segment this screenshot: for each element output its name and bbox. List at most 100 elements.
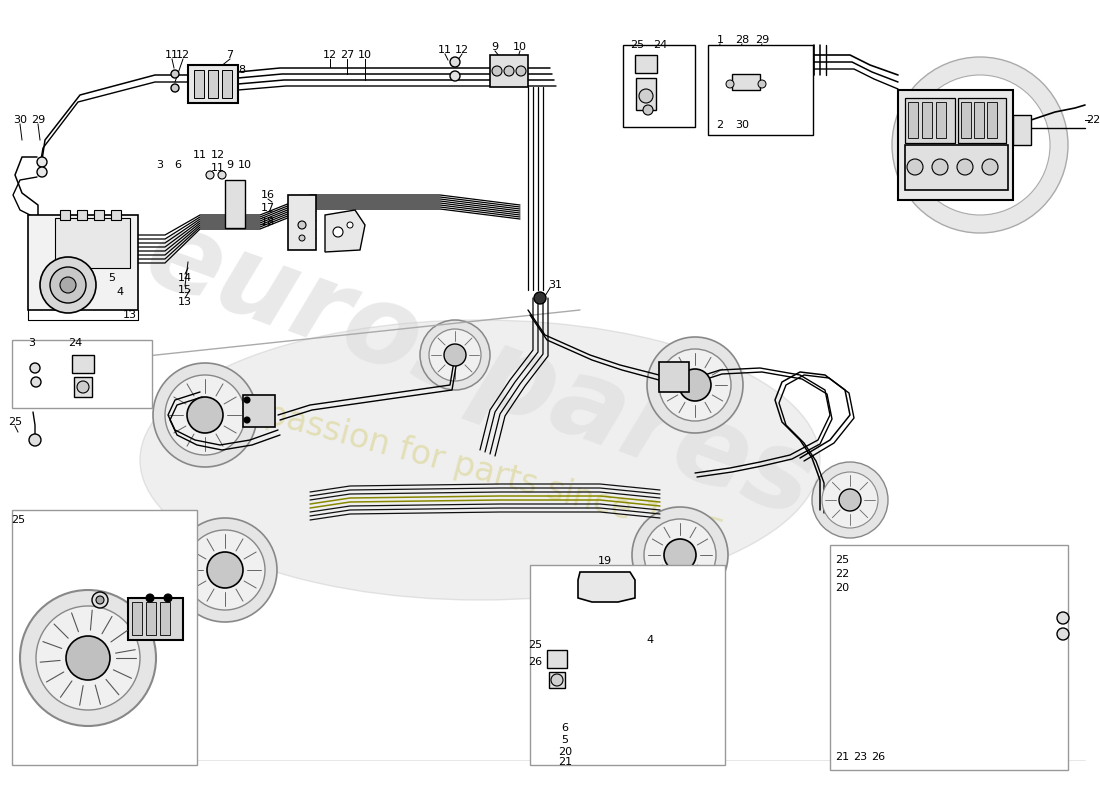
- Bar: [128, 598, 183, 640]
- Text: 6: 6: [175, 160, 182, 170]
- Circle shape: [420, 320, 490, 390]
- Text: 11: 11: [211, 163, 226, 173]
- Circle shape: [450, 71, 460, 81]
- Text: 10: 10: [513, 42, 527, 52]
- Circle shape: [29, 434, 41, 446]
- Text: 25: 25: [8, 417, 22, 427]
- Bar: [28, 215, 138, 310]
- Circle shape: [165, 375, 245, 455]
- Bar: [708, 45, 813, 135]
- Bar: [226, 180, 245, 228]
- Bar: [146, 602, 156, 635]
- Bar: [732, 74, 760, 90]
- Circle shape: [218, 171, 226, 179]
- Bar: [958, 98, 1007, 143]
- Bar: [922, 102, 932, 138]
- Text: 29: 29: [31, 115, 45, 125]
- Circle shape: [153, 363, 257, 467]
- Text: 25: 25: [528, 640, 542, 650]
- Circle shape: [173, 518, 277, 622]
- Circle shape: [450, 57, 460, 67]
- Bar: [132, 602, 142, 635]
- Text: 2: 2: [716, 120, 724, 130]
- Ellipse shape: [140, 320, 820, 600]
- Circle shape: [679, 369, 711, 401]
- Circle shape: [444, 344, 466, 366]
- Text: 21: 21: [835, 752, 849, 762]
- Bar: [222, 70, 232, 98]
- Text: 10: 10: [238, 160, 252, 170]
- Text: 9: 9: [492, 42, 498, 52]
- Circle shape: [659, 349, 732, 421]
- Bar: [94, 210, 104, 220]
- Circle shape: [551, 674, 563, 686]
- Bar: [490, 55, 528, 87]
- Text: 12: 12: [323, 50, 337, 60]
- Circle shape: [299, 235, 305, 241]
- Circle shape: [910, 75, 1050, 215]
- Text: 28: 28: [735, 35, 749, 45]
- Text: 5: 5: [561, 735, 569, 745]
- Bar: [908, 102, 918, 138]
- Text: 12: 12: [455, 45, 469, 55]
- Circle shape: [36, 606, 140, 710]
- Bar: [636, 78, 656, 110]
- Circle shape: [346, 222, 353, 228]
- Text: 22: 22: [835, 569, 849, 579]
- Bar: [905, 145, 1008, 190]
- Text: 25: 25: [11, 515, 25, 525]
- Circle shape: [37, 167, 47, 177]
- Bar: [987, 102, 997, 138]
- Bar: [60, 210, 70, 220]
- Circle shape: [664, 539, 696, 571]
- Circle shape: [37, 157, 47, 167]
- Text: eurospares: eurospares: [132, 199, 828, 541]
- Text: 10: 10: [358, 50, 372, 60]
- Text: 3: 3: [156, 160, 164, 170]
- Bar: [547, 650, 567, 668]
- Text: 4: 4: [117, 287, 123, 297]
- Bar: [1013, 115, 1031, 145]
- Text: 30: 30: [13, 115, 28, 125]
- Circle shape: [644, 519, 716, 591]
- Circle shape: [96, 596, 104, 604]
- Circle shape: [957, 159, 974, 175]
- Circle shape: [932, 159, 948, 175]
- Text: 19: 19: [598, 556, 612, 566]
- Text: 3: 3: [29, 338, 35, 348]
- Circle shape: [1057, 612, 1069, 624]
- Bar: [12, 510, 197, 765]
- Text: 9: 9: [227, 160, 233, 170]
- Circle shape: [40, 257, 96, 313]
- Circle shape: [50, 267, 86, 303]
- Bar: [898, 90, 1013, 200]
- Bar: [936, 102, 946, 138]
- Text: 5: 5: [109, 273, 116, 283]
- Bar: [111, 210, 121, 220]
- Text: a passion for parts since 1985: a passion for parts since 1985: [232, 389, 728, 551]
- Text: 12: 12: [176, 50, 190, 60]
- Circle shape: [164, 594, 172, 602]
- Circle shape: [1057, 628, 1069, 640]
- Bar: [160, 602, 170, 635]
- Text: 18: 18: [261, 217, 275, 227]
- Text: 30: 30: [735, 120, 749, 130]
- Text: 24: 24: [653, 40, 667, 50]
- Text: 13: 13: [123, 310, 138, 320]
- Circle shape: [644, 105, 653, 115]
- Bar: [77, 210, 87, 220]
- Text: 7: 7: [227, 50, 233, 60]
- Bar: [623, 45, 695, 127]
- Text: 22: 22: [1086, 115, 1100, 125]
- Circle shape: [516, 66, 526, 76]
- Bar: [188, 65, 238, 103]
- Circle shape: [892, 57, 1068, 233]
- Circle shape: [429, 329, 481, 381]
- Text: 15: 15: [178, 285, 192, 295]
- Text: 24: 24: [68, 338, 82, 348]
- Circle shape: [333, 227, 343, 237]
- Circle shape: [647, 337, 742, 433]
- Text: 14: 14: [178, 273, 192, 283]
- Circle shape: [92, 592, 108, 608]
- Circle shape: [504, 66, 514, 76]
